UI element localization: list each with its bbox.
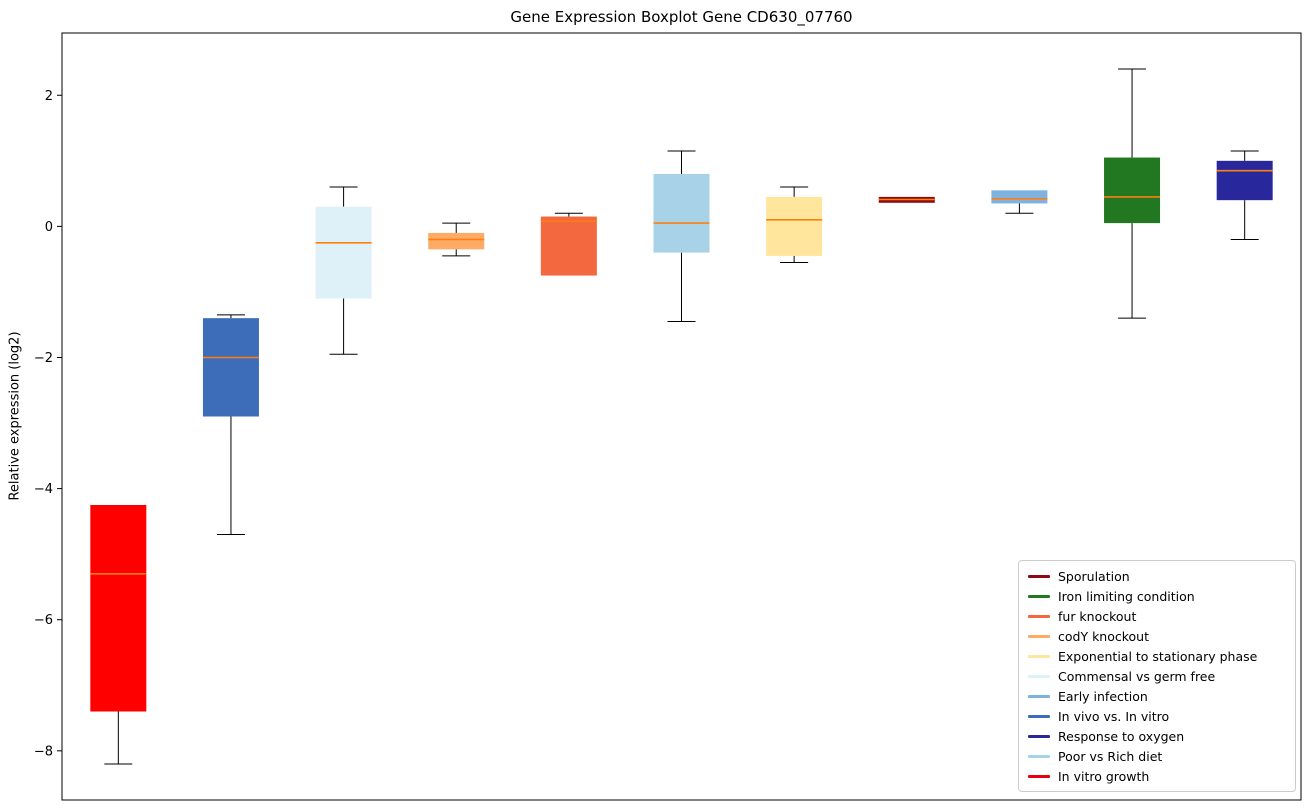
legend-swatch [1028, 754, 1050, 758]
boxplot-2 [202, 314, 259, 535]
legend-swatch [1028, 734, 1050, 738]
box [540, 216, 597, 276]
legend-item: codY knockout [1028, 626, 1286, 646]
boxplot-1 [90, 505, 147, 765]
legend-swatch [1028, 714, 1050, 718]
legend-item: Sporulation [1028, 566, 1286, 586]
boxplot-10 [1104, 68, 1161, 319]
legend-label: Early infection [1058, 688, 1148, 704]
legend-label: In vitro growth [1058, 768, 1150, 784]
box [90, 505, 147, 712]
legend-swatch [1028, 614, 1050, 618]
y-tick-label: −6 [34, 613, 53, 628]
boxplot-4 [428, 222, 485, 257]
legend-label: codY knockout [1058, 628, 1150, 644]
legend: Sporulation Iron limiting condition fur kn… [1018, 560, 1296, 792]
box [1104, 157, 1161, 224]
box [202, 318, 259, 417]
legend-label: Poor vs Rich diet [1058, 748, 1163, 764]
legend-swatch [1028, 594, 1050, 598]
legend-item: fur knockout [1028, 606, 1286, 626]
chart-title: Gene Expression Boxplot Gene CD630_07760 [510, 8, 853, 26]
legend-item: Response to oxygen [1028, 726, 1286, 746]
legend-swatch [1028, 694, 1050, 698]
legend-label: Iron limiting condition [1058, 588, 1195, 604]
legend-label: fur knockout [1058, 608, 1137, 624]
boxplot-5 [540, 212, 597, 276]
y-tick-label: −8 [34, 744, 53, 759]
legend-label: Commensal vs germ free [1058, 668, 1216, 684]
y-tick-label: 2 [45, 89, 53, 104]
y-tick-label: −2 [34, 351, 53, 366]
plot-frame [61, 32, 1302, 801]
legend-label: In vivo vs. In vitro [1058, 708, 1170, 724]
legend-item: In vitro growth [1028, 766, 1286, 786]
box [1216, 160, 1273, 201]
boxplot-7 [766, 186, 823, 263]
boxplot-3 [315, 186, 372, 355]
legend-swatch [1028, 574, 1050, 578]
legend-swatch [1028, 634, 1050, 638]
legend-label: Response to oxygen [1058, 728, 1185, 744]
legend-item: Iron limiting condition [1028, 586, 1286, 606]
boxplot-6 [653, 150, 710, 322]
box [428, 232, 485, 250]
y-tick-label: −4 [34, 482, 53, 497]
legend-item: Commensal vs germ free [1028, 666, 1286, 686]
boxplot-9 [991, 190, 1048, 214]
boxplot-8 [878, 196, 935, 203]
box [991, 190, 1048, 204]
legend-label: Sporulation [1058, 568, 1130, 584]
legend-item: Exponential to stationary phase [1028, 646, 1286, 666]
legend-label: Exponential to stationary phase [1058, 648, 1258, 664]
y-tick-label: 0 [45, 220, 53, 235]
legend-swatch [1028, 654, 1050, 658]
box [653, 173, 710, 253]
legend-swatch [1028, 674, 1050, 678]
box [315, 206, 372, 299]
box [766, 196, 823, 256]
legend-item: Early infection [1028, 686, 1286, 706]
legend-item: Poor vs Rich diet [1028, 746, 1286, 766]
legend-item: In vivo vs. In vitro [1028, 706, 1286, 726]
legend-swatch [1028, 774, 1050, 778]
boxplot-11 [1216, 150, 1273, 240]
